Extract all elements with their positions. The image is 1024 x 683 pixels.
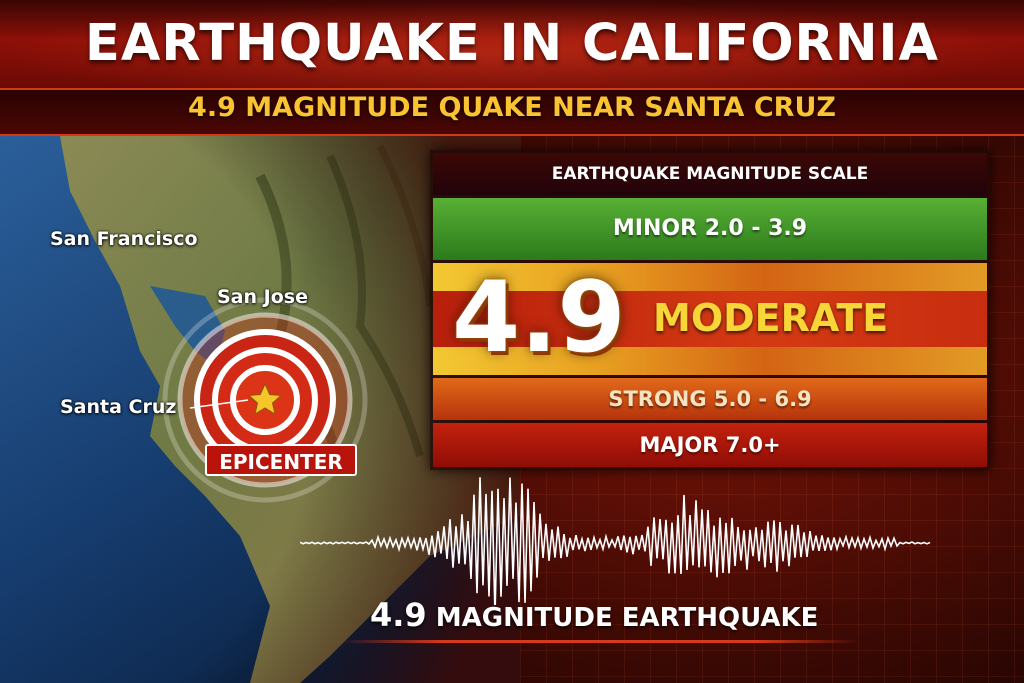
epicenter-rings [162,297,368,503]
scale-band-strong: STRONG 5.0 - 6.9 [433,378,987,420]
city-label-santa-cruz: Santa Cruz [60,396,177,418]
scale-band-major: MAJOR 7.0+ [433,423,987,467]
subtitle-banner [0,88,1024,136]
scale-band-minor: MINOR 2.0 - 3.9 [433,198,987,260]
magnitude-scale-title: EARTHQUAKE MAGNITUDE SCALE [433,153,987,195]
seismograph-wave [300,477,931,605]
city-label-san-francisco: San Francisco [50,228,198,250]
magnitude-value: 4.9 [452,261,626,375]
star-icon [247,382,283,416]
header-banner [0,0,1024,88]
footer-underline [340,640,860,643]
page-title: EARTHQUAKE IN CALIFORNIA [85,14,939,73]
city-label-san-jose: San Jose [217,286,308,308]
page-subtitle: 4.9 MAGNITUDE QUAKE NEAR SANTA CRUZ [188,92,836,123]
magnitude-level: MODERATE [653,296,889,340]
santa-cruz-pointer [189,399,249,409]
footer-magnitude-value: 4.9 [370,596,427,634]
footer-caption: 4.9 MAGNITUDE EARTHQUAKE [370,596,818,634]
epicenter-label: EPICENTER [205,444,357,476]
scale-band-moderate [433,263,987,375]
footer-caption-text: MAGNITUDE EARTHQUAKE [435,603,819,633]
